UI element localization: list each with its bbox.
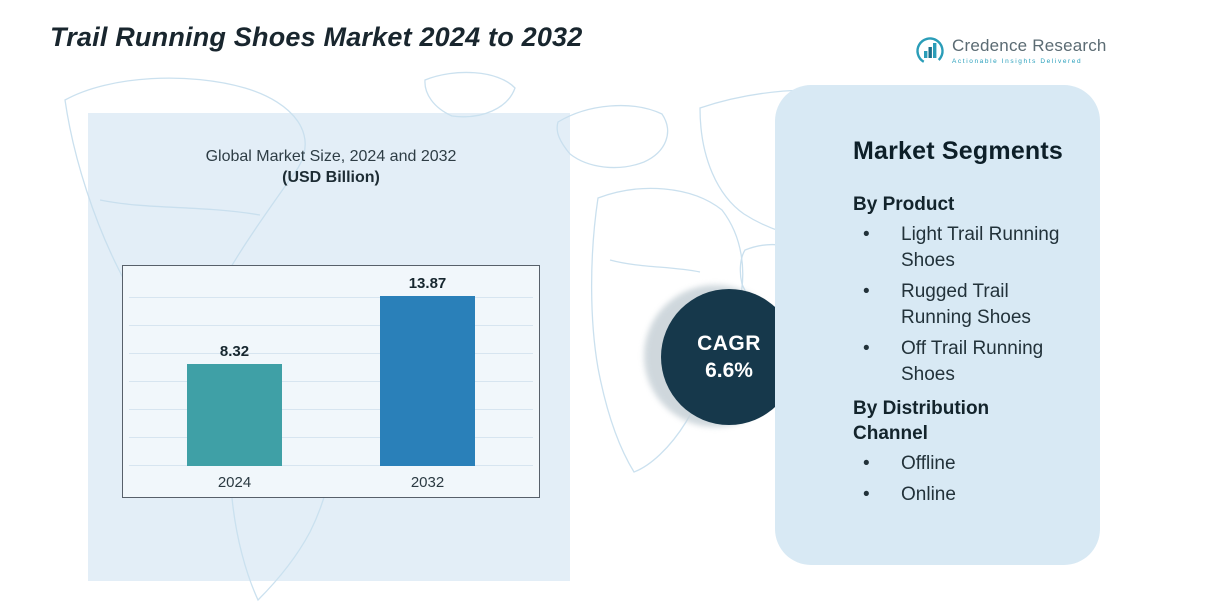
border-line-2 [609, 259, 701, 273]
logo-chart-icon [916, 37, 944, 65]
list-item: Off Trail Running Shoes [853, 336, 1068, 388]
logo-tagline: Actionable Insights Delivered [952, 58, 1083, 65]
bar-chart: 8.32 13.87 2024 2032 [122, 265, 540, 498]
group-title-by-product: By Product [853, 194, 955, 215]
group-title-by-distribution: By Distribution Channel [853, 398, 990, 444]
by-distribution-list: Offline Online [853, 451, 1072, 508]
chart-header: Global Market Size, 2024 and 2032 (USD B… [122, 148, 540, 187]
bar-group-2032: 13.87 [380, 270, 475, 466]
bar-2032 [380, 296, 475, 466]
list-item: Rugged Trail Running Shoes [853, 279, 1068, 331]
cagr-badge: CAGR 6.6% [661, 289, 797, 425]
brand-logo: Credence Research Actionable Insights De… [915, 36, 1107, 66]
bar-2024 [187, 364, 282, 466]
list-item: Online [853, 482, 1068, 508]
chart-title: Global Market Size, 2024 and 2032 [205, 148, 457, 165]
chart-subtitle: (USD Billion) [282, 169, 380, 186]
bar-group-2024: 8.32 [187, 270, 282, 466]
logo-text: Credence Research Actionable Insights De… [952, 36, 1107, 65]
plot-area: 8.32 13.87 [129, 272, 533, 466]
x-axis-label-2032: 2032 [410, 474, 445, 491]
list-item: Offline [853, 451, 1068, 477]
continent-africa [590, 187, 744, 473]
x-axis-label-2024: 2024 [217, 474, 252, 491]
cagr-label: CAGR [697, 331, 761, 355]
continent-europe [556, 105, 669, 169]
island-greenland [424, 71, 516, 118]
market-segments-panel: Market Segments By Product Light Trail R… [775, 85, 1100, 565]
cagr-value: 6.6% [705, 358, 753, 382]
bar-value-label: 8.32 [219, 343, 250, 360]
page-title: Trail Running Shoes Market 2024 to 2032 [50, 22, 583, 52]
panel-heading: Market Segments [853, 137, 1064, 165]
border-line [99, 199, 261, 216]
by-product-list: Light Trail Running Shoes Rugged Trail R… [853, 222, 1072, 388]
list-item: Light Trail Running Shoes [853, 222, 1068, 274]
logo-name: Credence Research [952, 36, 1107, 55]
bar-value-label: 13.87 [408, 275, 447, 292]
